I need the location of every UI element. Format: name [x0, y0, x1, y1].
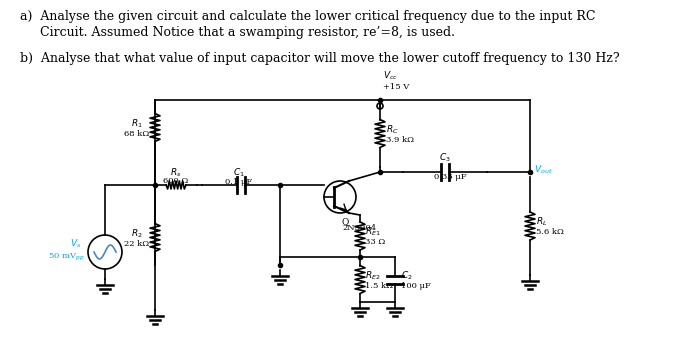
Text: Q: Q [342, 217, 349, 226]
Text: $R_1$: $R_1$ [131, 117, 143, 130]
Text: 1.5 kΩ: 1.5 kΩ [365, 281, 393, 290]
Text: $R_L$: $R_L$ [536, 216, 547, 228]
Text: $C_3$: $C_3$ [439, 152, 451, 164]
Text: 5.6 kΩ: 5.6 kΩ [536, 228, 564, 236]
Text: $R_s$: $R_s$ [170, 167, 182, 179]
Text: $R_{E1}$: $R_{E1}$ [365, 226, 381, 238]
Text: 50 mV$_{pp}$: 50 mV$_{pp}$ [48, 251, 85, 262]
Text: $V_{cc}$: $V_{cc}$ [383, 69, 398, 82]
Text: 100 μF: 100 μF [401, 281, 431, 290]
Text: 0.33 μF: 0.33 μF [434, 173, 466, 181]
Text: $R_2$: $R_2$ [131, 227, 143, 240]
Text: 0.1 μF: 0.1 μF [225, 178, 253, 186]
Text: 22 kΩ: 22 kΩ [125, 239, 150, 247]
Text: a)  Analyse the given circuit and calculate the lower critical frequency due to : a) Analyse the given circuit and calcula… [20, 10, 596, 23]
Text: $V_{out}$: $V_{out}$ [534, 164, 553, 176]
Text: $C_2$: $C_2$ [401, 269, 413, 282]
Text: 68 kΩ: 68 kΩ [125, 129, 150, 138]
Text: 3.9 kΩ: 3.9 kΩ [386, 136, 414, 143]
Text: $V_s$: $V_s$ [70, 238, 81, 250]
Text: b)  Analyse that what value of input capacitor will move the lower cutoff freque: b) Analyse that what value of input capa… [20, 52, 619, 65]
Text: 2N3904: 2N3904 [342, 224, 376, 232]
Text: +15 V: +15 V [383, 83, 410, 91]
Text: $C_1$: $C_1$ [233, 167, 245, 179]
Text: 33 Ω: 33 Ω [365, 238, 385, 246]
Text: $R_{E2}$: $R_{E2}$ [365, 269, 381, 282]
Text: 600 Ω: 600 Ω [163, 177, 188, 185]
Text: Circuit. Assumed Notice that a swamping resistor, re’=8, is used.: Circuit. Assumed Notice that a swamping … [20, 26, 455, 39]
Text: $R_C$: $R_C$ [386, 123, 399, 136]
